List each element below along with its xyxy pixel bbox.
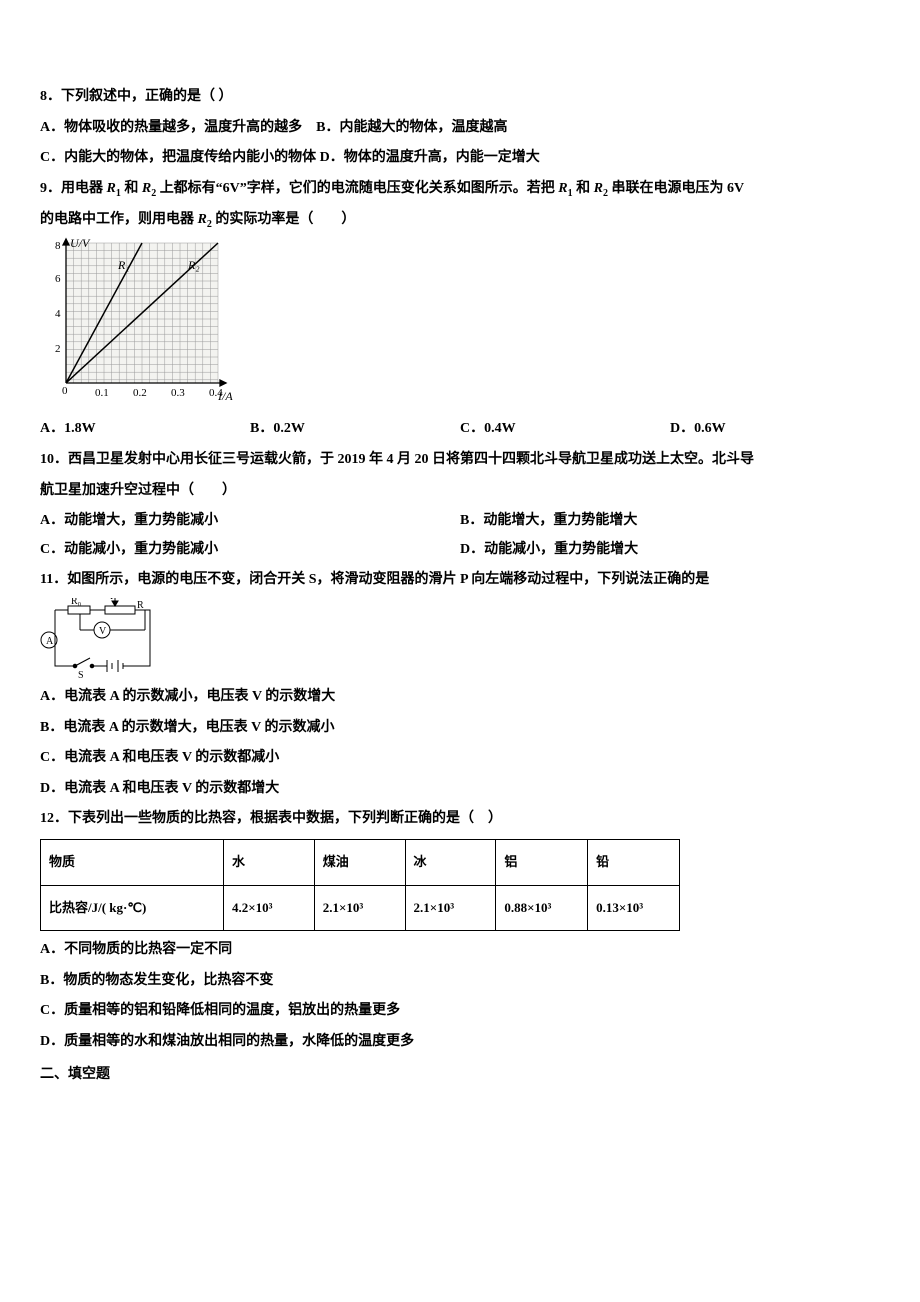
- q12-opt-c: C．质量相等的铝和铅降低相同的温度，铝放出的热量更多: [40, 998, 880, 1025]
- q9-graph: 2 4 6 8 0.1 0.2 0.3 0.4 0 U/V I/A R₁ R₂: [40, 237, 880, 412]
- q9-opt-c: C．0.4W: [460, 416, 670, 443]
- q12-opt-d: D．质量相等的水和煤油放出相同的热量，水降低的温度更多: [40, 1029, 880, 1056]
- q8-options-row2: C．内能大的物体，把温度传给内能小的物体 D．物体的温度升高，内能一定增大: [40, 145, 880, 172]
- q11-opt-a: A．电流表 A 的示数减小，电压表 V 的示数增大: [40, 684, 880, 711]
- q9-stem-p5: 串联在电源电压为 6V: [608, 181, 744, 196]
- q9-r1b: R: [558, 181, 567, 196]
- q8-opt-d: D．物体的温度升高，内能一定增大: [320, 150, 540, 165]
- q9-stem-line2: 的电路中工作，则用电器 R2 的实际功率是（ ）: [40, 207, 880, 234]
- q10-stem-line1: 10．西昌卫星发射中心用长征三号运载火箭，于 2019 年 4 月 20 日将第…: [40, 447, 880, 474]
- q8-opt-b: B．内能越大的物体，温度越高: [316, 120, 507, 135]
- th-ice: 冰: [405, 839, 496, 885]
- q10-opt-b: B．动能增大，重力势能增大: [460, 508, 880, 535]
- table-data-row: 比热容/J/( kg·℃) 4.2×10³ 2.1×10³ 2.1×10³ 0.…: [41, 885, 680, 931]
- q10-stem1-text: 10．西昌卫星发射中心用长征三号运载火箭，于 2019 年 4 月 20 日将第…: [40, 452, 754, 467]
- q10-options-row1: A．动能增大，重力势能减小 B．动能增大，重力势能增大: [40, 508, 880, 535]
- q11-opt-d-text: D．电流表 A 和电压表 V 的示数都增大: [40, 781, 279, 796]
- ytick-4: 4: [55, 308, 61, 320]
- circuit-label-r: R: [137, 600, 144, 611]
- q10-opt-c: C．动能减小，重力势能减小: [40, 537, 460, 564]
- q8-stem-text: 8．下列叙述中，正确的是（ ）: [40, 89, 233, 104]
- q10-stem2-text: 航卫星加速升空过程中（ ）: [40, 483, 236, 498]
- q8-opt-a: A．物体吸收的热量越多，温度升高的越多: [40, 120, 302, 135]
- q12-opt-b: B．物质的物态发生变化，比热容不变: [40, 968, 880, 995]
- q11-opt-b: B．电流表 A 的示数增大，电压表 V 的示数减小: [40, 715, 880, 742]
- ytick-8: 8: [55, 240, 61, 252]
- circuit-wires: [41, 598, 150, 672]
- q9-stem-line1: 9．用电器 R1 和 R2 上都标有“6V”字样，它们的电流随电压变化关系如图所…: [40, 176, 880, 203]
- graph-xticks: 0.1 0.2 0.3 0.4: [95, 387, 223, 399]
- circuit-label-s: S: [78, 670, 84, 680]
- th-pb: 铅: [588, 839, 680, 885]
- q9-stem-p2: 和: [121, 181, 142, 196]
- q11-opt-d: D．电流表 A 和电压表 V 的示数都增大: [40, 776, 880, 803]
- origin-0: 0: [62, 385, 68, 397]
- table-header-row: 物质 水 煤油 冰 铝 铅: [41, 839, 680, 885]
- circuit-label-r0: R₀: [71, 598, 82, 607]
- th-water: 水: [223, 839, 314, 885]
- q11-opt-c: C．电流表 A 和电压表 V 的示数都减小: [40, 745, 880, 772]
- q10-stem-line2: 航卫星加速升空过程中（ ）: [40, 478, 880, 505]
- q11-circuit: R₀ P R A V S: [40, 598, 880, 680]
- q11-stem-text: 11．如图所示，电源的电压不变，闭合开关 S，将滑动变阻器的滑片 P 向左端移动…: [40, 572, 709, 587]
- graph-yticks: 2 4 6 8: [55, 240, 61, 355]
- q10-options-row2: C．动能减小，重力势能减小 D．动能减小，重力势能增大: [40, 537, 880, 564]
- circuit-label-p: P: [110, 598, 116, 602]
- q11-stem: 11．如图所示，电源的电压不变，闭合开关 S，将滑动变阻器的滑片 P 向左端移动…: [40, 567, 880, 594]
- q9-stem-p4: 和: [573, 181, 594, 196]
- q8-opt-c: C．内能大的物体，把温度传给内能小的物体: [40, 150, 316, 165]
- q12-opt-d-text: D．质量相等的水和煤油放出相同的热量，水降低的温度更多: [40, 1034, 414, 1049]
- q12-stem-text: 12．下表列出一些物质的比热容，根据表中数据，下列判断正确的是（ ）: [40, 811, 502, 826]
- q12-opt-b-text: B．物质的物态发生变化，比热容不变: [40, 973, 273, 988]
- q11-opt-c-text: C．电流表 A 和电压表 V 的示数都减小: [40, 750, 279, 765]
- xtick-03: 0.3: [171, 387, 185, 399]
- xtick-02: 0.2: [133, 387, 147, 399]
- q8-options-row1: A．物体吸收的热量越多，温度升高的越多 B．内能越大的物体，温度越高: [40, 115, 880, 142]
- q9-opt-b: B．0.2W: [250, 416, 460, 443]
- q12-opt-a: A．不同物质的比热容一定不同: [40, 937, 880, 964]
- q11-opt-b-text: B．电流表 A 的示数增大，电压表 V 的示数减小: [40, 720, 335, 735]
- td-al: 0.88×10³: [496, 885, 588, 931]
- q9-r2c: R: [198, 212, 207, 227]
- section-2-text: 二、填空题: [40, 1067, 110, 1082]
- td-water: 4.2×10³: [223, 885, 314, 931]
- graph-ylabel: U/V: [70, 237, 91, 250]
- q9-opt-d: D．0.6W: [670, 416, 880, 443]
- q11-opt-a-text: A．电流表 A 的示数减小，电压表 V 的示数增大: [40, 689, 335, 704]
- section-2-title: 二、填空题: [40, 1062, 880, 1089]
- ytick-2: 2: [55, 343, 61, 355]
- q12-opt-c-text: C．质量相等的铝和铅降低相同的温度，铝放出的热量更多: [40, 1003, 400, 1018]
- q9-stem2-p1: 的电路中工作，则用电器: [40, 212, 198, 227]
- circuit-label-a: A: [46, 636, 54, 647]
- q8-stem: 8．下列叙述中，正确的是（ ）: [40, 84, 880, 111]
- td-ice: 2.1×10³: [405, 885, 496, 931]
- q10-opt-d: D．动能减小，重力势能增大: [460, 537, 880, 564]
- q9-r2: R: [142, 181, 151, 196]
- graph-label-r2: R₂: [187, 258, 200, 272]
- q12-table: 物质 水 煤油 冰 铝 铅 比热容/J/( kg·℃) 4.2×10³ 2.1×…: [40, 839, 680, 931]
- th-al: 铝: [496, 839, 588, 885]
- q9-stem-p1: 9．用电器: [40, 181, 107, 196]
- q9-stem2-p2: 的实际功率是（ ）: [212, 212, 356, 227]
- q9-r1: R: [107, 181, 116, 196]
- graph-label-r1: R₁: [117, 258, 130, 272]
- q10-opt-a: A．动能增大，重力势能减小: [40, 508, 460, 535]
- circuit-label-v: V: [99, 626, 107, 637]
- q9-options: A．1.8W B．0.2W C．0.4W D．0.6W: [40, 416, 880, 443]
- q9-r2b: R: [594, 181, 603, 196]
- ytick-6: 6: [55, 273, 61, 285]
- xtick-01: 0.1: [95, 387, 109, 399]
- q9-opt-a: A．1.8W: [40, 416, 250, 443]
- q9-stem-p3: 上都标有“6V”字样，它们的电流随电压变化关系如图所示。若把: [156, 181, 558, 196]
- q12-stem: 12．下表列出一些物质的比热容，根据表中数据，下列判断正确的是（ ）: [40, 806, 880, 833]
- th-kerosene: 煤油: [314, 839, 405, 885]
- td-pb: 0.13×10³: [588, 885, 680, 931]
- td-kerosene: 2.1×10³: [314, 885, 405, 931]
- graph-xlabel: I/A: [217, 389, 233, 403]
- q12-opt-a-text: A．不同物质的比热容一定不同: [40, 942, 232, 957]
- th-subst: 物质: [41, 839, 224, 885]
- td-rowlabel: 比热容/J/( kg·℃): [41, 885, 224, 931]
